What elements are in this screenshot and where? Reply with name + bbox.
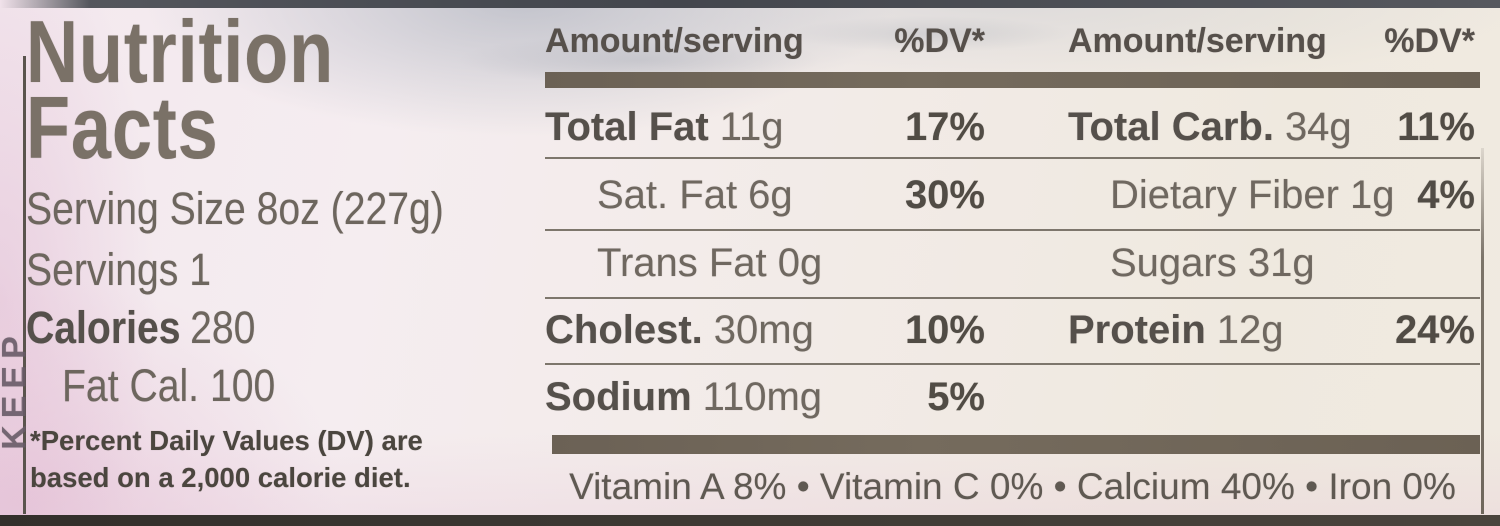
row-trans-fat: Trans Fat 0g [597,241,823,285]
percent-dv-header: %DV* [894,22,985,60]
footer-rule-bar [552,435,1480,454]
row-protein: Protein 12g 24% [1068,308,1475,352]
label-left-border [23,56,26,514]
label-title: Nutrition Facts [26,2,402,177]
dv-value: 17% [904,105,985,149]
calories-value: 280 [190,302,256,353]
calories-label: Calories [26,302,181,353]
row-sat-fat: Sat. Fat 6g 30% [597,173,985,217]
row-separator [545,229,1480,231]
row-sodium: Sodium 110mg 5% [545,375,985,419]
amount-per-serving-header: Amount/serving [1068,22,1327,60]
dv-value: 4% [1417,173,1475,217]
row-sugars: Sugars 31g [1110,241,1315,285]
row-separator [545,157,1480,159]
label-right-border [1481,148,1484,514]
label-title-line2: Facts [26,78,219,177]
label-title-line1: Nutrition [26,2,334,101]
row-dietary-fiber: Dietary Fiber 1g 4% [1110,173,1475,217]
row-total-fat: Total Fat 11g 17% [545,105,985,149]
dv-value: 24% [1394,308,1475,352]
row-separator [545,363,1480,365]
dv-value: 5% [927,375,985,419]
fat-calories-line: Fat Cal. 100 [62,360,276,411]
micronutrients-line: Vitamin A 8% • Vitamin C 0% • Calcium 40… [569,466,1456,507]
daily-value-footnote: *Percent Daily Values (DV) are based on … [30,422,423,496]
calories-line: Calories 280 [26,302,290,354]
amount-per-serving-header: Amount/serving [545,22,804,60]
footnote-line2: based on a 2,000 calorie diet. [30,462,411,493]
row-cholesterol: Cholest. 30mg 10% [545,308,985,352]
serving-size: Serving Size 8oz (227g) [26,183,444,234]
dv-value: 11% [1397,105,1475,149]
percent-dv-header: %DV* [1384,22,1475,60]
servings-count: Servings 1 [26,244,211,295]
row-separator [545,297,1480,299]
middle-column-header: Amount/serving %DV* [545,22,985,61]
photo-bottom-edge [0,515,1500,526]
photo-top-edge [0,0,1500,8]
right-column-header: Amount/serving %DV* [1068,22,1475,61]
header-rule-bar [545,72,1480,88]
dv-value: 10% [904,308,985,352]
row-total-carb: Total Carb. 34g 11% [1068,105,1475,149]
footnote-line1: *Percent Daily Values (DV) are [30,425,423,456]
dv-value: 30% [904,173,985,217]
